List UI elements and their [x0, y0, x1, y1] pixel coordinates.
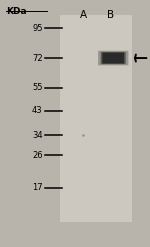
FancyBboxPatch shape	[101, 52, 126, 64]
Text: B: B	[107, 10, 114, 20]
Text: 17: 17	[32, 183, 43, 192]
FancyBboxPatch shape	[98, 51, 128, 65]
FancyBboxPatch shape	[102, 53, 124, 63]
Text: A: A	[80, 10, 87, 20]
Bar	[60, 15, 132, 222]
Text: 34: 34	[32, 131, 43, 140]
Text: 95: 95	[32, 24, 43, 33]
Text: 72: 72	[32, 54, 43, 62]
Text: 26: 26	[32, 151, 43, 160]
Text: KDa: KDa	[6, 7, 27, 16]
Text: 43: 43	[32, 106, 43, 115]
Text: 55: 55	[32, 83, 43, 92]
